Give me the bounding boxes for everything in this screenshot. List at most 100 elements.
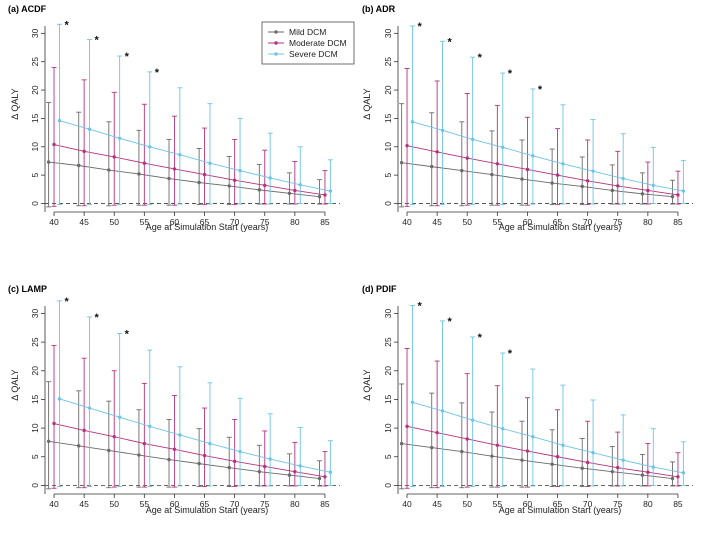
data-point-moderate [112, 434, 116, 439]
data-point-moderate [465, 156, 469, 160]
x-tick-label: 40 [49, 499, 59, 509]
data-point-mild [317, 476, 322, 481]
x-tick-label: 45 [432, 499, 442, 509]
y-tick-label: 25 [30, 337, 40, 347]
data-point-moderate [112, 155, 116, 159]
x-tick-label: 70 [230, 217, 240, 227]
x-axis-label: Age at Simulation Start (years) [499, 222, 622, 232]
data-point-mild [197, 461, 201, 466]
data-point-mild [460, 168, 464, 173]
data-point-moderate [585, 460, 590, 465]
significance-marker: * [508, 68, 513, 80]
data-point-moderate [435, 150, 439, 154]
y-tick-label: 15 [383, 113, 393, 123]
data-point-mild [287, 473, 292, 477]
y-tick-label: 30 [383, 308, 393, 318]
data-point-mild [107, 168, 111, 172]
y-tick-label: 5 [30, 454, 40, 459]
data-point-severe [208, 161, 212, 165]
data-point-mild [77, 163, 81, 168]
x-tick-label: 50 [110, 217, 120, 227]
x-tick-label: 45 [432, 217, 442, 227]
data-point-severe [681, 471, 686, 475]
legend-marker-moderate [274, 41, 278, 45]
data-point-severe [591, 169, 595, 173]
y-tick-label: 10 [383, 423, 393, 433]
y-tick-label: 30 [383, 28, 393, 38]
data-point-moderate [202, 453, 207, 458]
significance-marker: * [448, 316, 453, 328]
data-point-moderate [495, 162, 500, 166]
data-point-severe [298, 183, 302, 187]
data-point-severe [591, 451, 595, 455]
y-tick-label: 15 [30, 113, 40, 123]
data-point-moderate [293, 469, 297, 474]
y-axis-label: Δ QALY [10, 369, 20, 400]
data-point-severe [470, 418, 475, 422]
data-point-moderate [232, 178, 237, 182]
x-tick-label: 45 [79, 499, 89, 509]
data-point-moderate [616, 184, 620, 188]
significance-marker: * [64, 296, 69, 308]
y-axis-label: Δ QALY [362, 369, 372, 400]
data-point-mild [137, 172, 141, 176]
y-tick-label: 20 [30, 366, 40, 376]
series-line-mild [48, 161, 320, 198]
plot-area: 0 5 10 15 20 25 30 40 45 50 55 60 65 70 75 80 85 * * * * * [383, 21, 693, 227]
x-tick-label: 85 [673, 217, 683, 227]
legend-label-moderate: Moderate DCM [289, 38, 347, 48]
data-point-severe [268, 176, 272, 180]
data-point-moderate [465, 437, 469, 441]
data-point-mild [520, 458, 524, 462]
data-point-mild [490, 172, 494, 177]
data-point-mild [77, 444, 81, 448]
data-point-moderate [52, 142, 56, 147]
data-point-severe [57, 118, 62, 123]
data-point-severe [561, 162, 565, 166]
y-tick-label: 25 [383, 57, 393, 67]
x-tick-label: 65 [553, 499, 563, 509]
y-tick-label: 20 [30, 85, 40, 95]
y-tick-label: 0 [383, 201, 393, 206]
data-point-mild [670, 194, 675, 199]
data-point-mild [287, 191, 292, 195]
legend-marker-severe [274, 52, 278, 56]
data-point-severe [561, 443, 565, 447]
x-tick-label: 75 [260, 499, 270, 509]
data-point-severe [178, 433, 182, 437]
data-point-moderate [405, 143, 409, 148]
plot-area: 0 5 10 15 20 25 30 40 45 50 55 60 65 70 75 80 85 * * * * [30, 19, 340, 227]
data-point-mild [610, 188, 615, 193]
data-point-severe [440, 128, 445, 133]
panel-b: (b) ADR Δ QALY Age at Simulation Start (… [362, 4, 693, 232]
data-point-severe [531, 434, 535, 439]
y-tick-label: 25 [30, 57, 40, 67]
data-point-severe [410, 400, 415, 404]
data-point-moderate [676, 475, 680, 479]
data-point-severe [651, 465, 655, 469]
significance-marker: * [478, 332, 483, 344]
significance-marker: * [417, 300, 422, 312]
data-point-severe [268, 457, 272, 461]
data-point-moderate [293, 188, 297, 193]
x-tick-label: 70 [583, 499, 593, 509]
data-point-moderate [142, 441, 147, 446]
significance-marker: * [417, 21, 422, 33]
x-tick-label: 85 [673, 499, 683, 509]
significance-marker: * [125, 329, 130, 341]
data-point-severe [651, 183, 655, 188]
y-tick-label: 5 [383, 173, 393, 178]
data-point-moderate [555, 173, 560, 177]
data-point-severe [501, 426, 505, 431]
data-point-mild [520, 177, 524, 181]
x-tick-label: 55 [493, 217, 503, 227]
data-point-moderate [82, 428, 86, 433]
x-tick-label: 75 [260, 217, 270, 227]
data-point-severe [328, 470, 333, 474]
plot-area: 0 5 10 15 20 25 30 40 45 50 55 60 65 70 75 80 85 * * * [30, 296, 340, 509]
x-tick-label: 55 [493, 499, 503, 509]
significance-marker: * [508, 348, 513, 360]
x-tick-label: 80 [290, 217, 300, 227]
data-point-moderate [263, 183, 267, 188]
